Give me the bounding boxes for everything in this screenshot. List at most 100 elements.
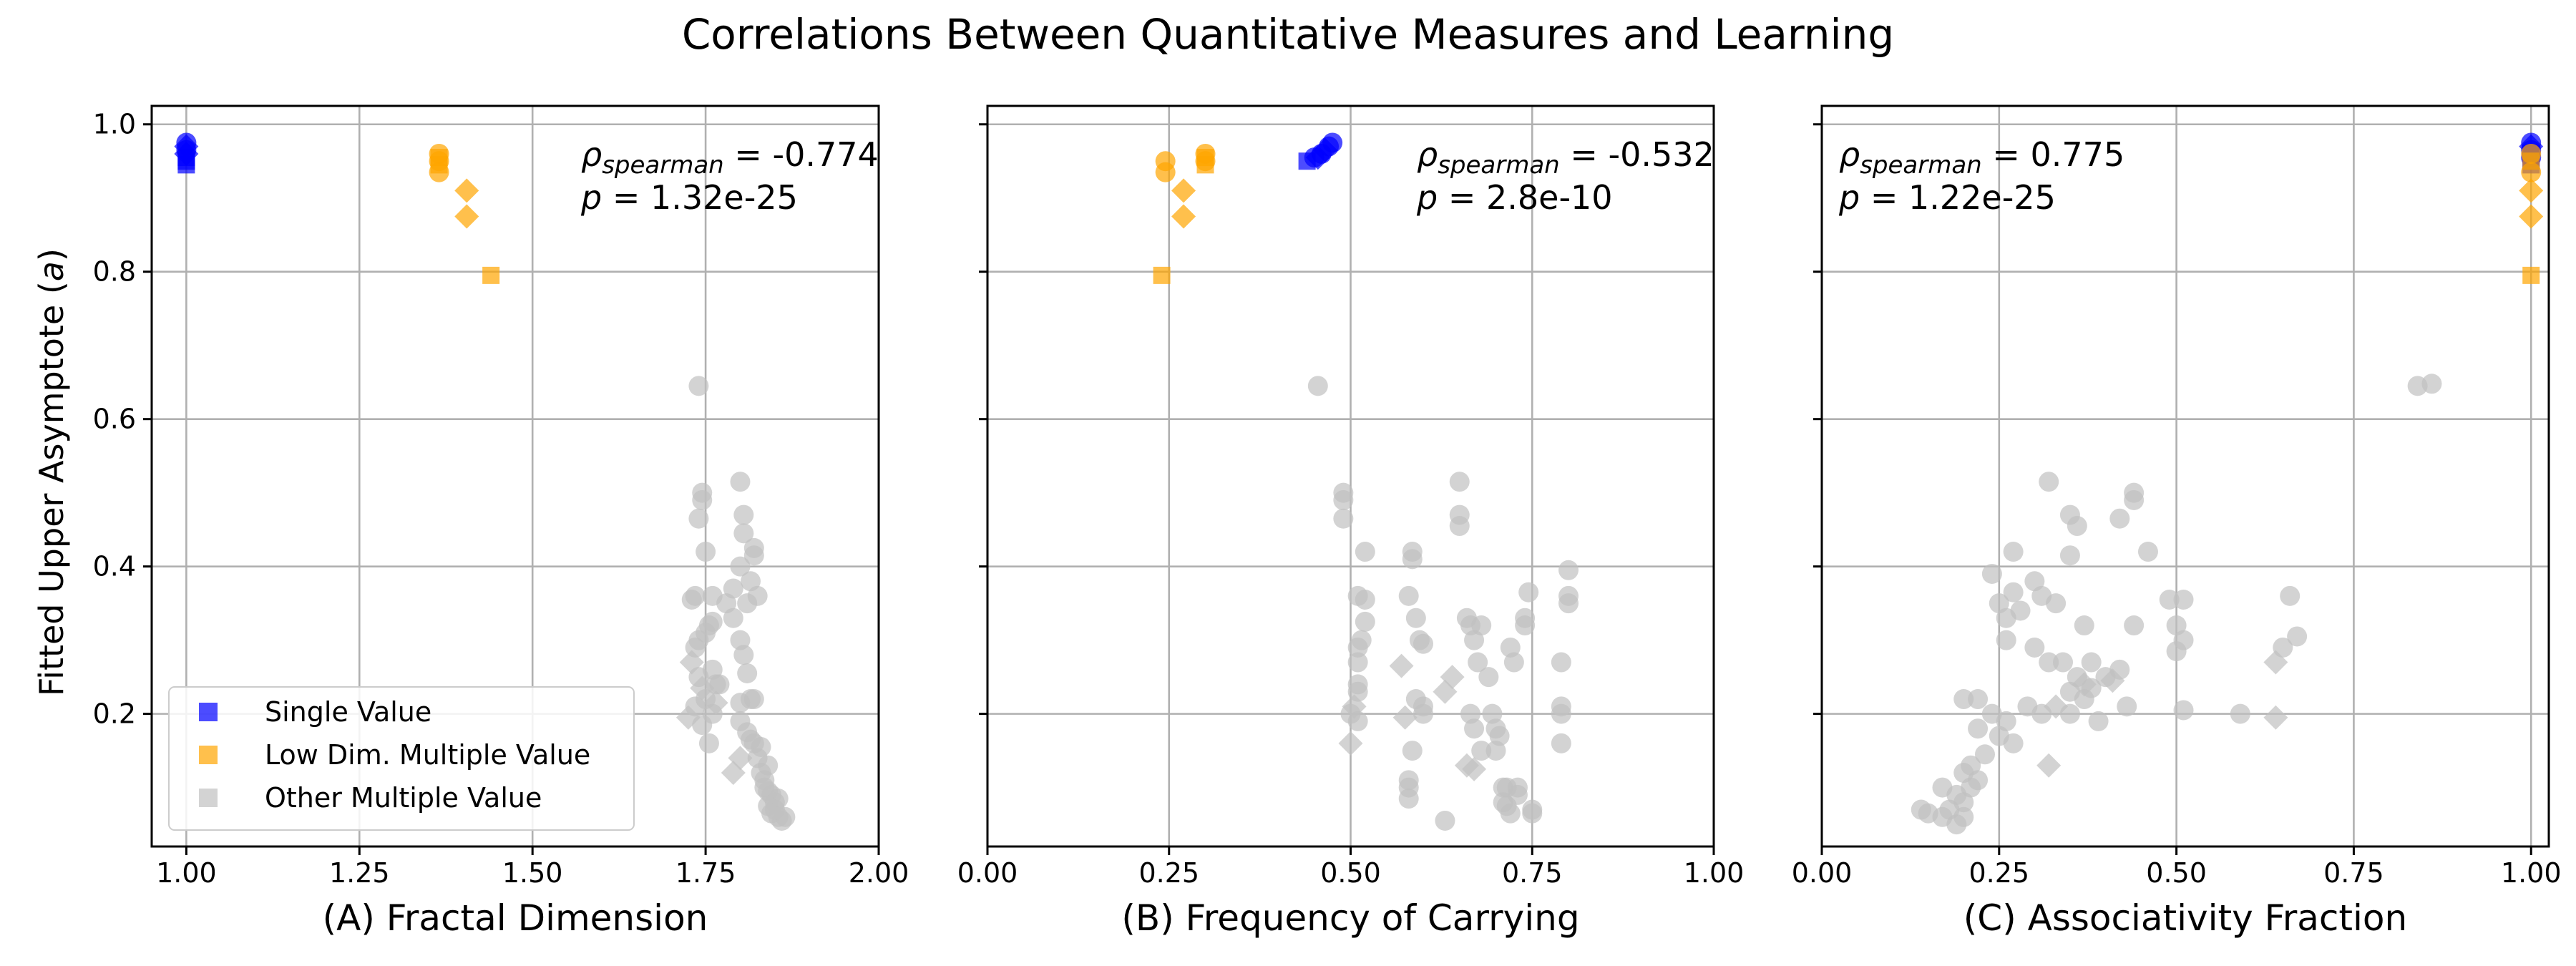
data-point xyxy=(733,523,754,544)
data-point xyxy=(730,472,751,492)
legend-label: Other Multiple Value xyxy=(265,782,542,814)
data-point xyxy=(1551,733,1571,753)
data-point xyxy=(1500,803,1521,824)
data-point xyxy=(2522,266,2540,284)
data-point xyxy=(1347,652,1368,673)
data-point xyxy=(1507,784,1528,805)
x-tick-label: 0.25 xyxy=(1138,857,1199,889)
y-tick-label: 0.2 xyxy=(93,698,136,730)
data-point xyxy=(2273,637,2293,658)
data-point xyxy=(1355,542,1375,562)
data-point xyxy=(2036,753,2062,778)
data-point xyxy=(2003,733,2024,753)
data-point xyxy=(2072,672,2097,697)
panel-c: 0.00 0.25 0.50 0.75 1.00 (C) Associativity Fr… xyxy=(1792,104,2562,939)
data-point xyxy=(2137,542,2158,562)
data-point xyxy=(1968,770,1989,791)
data-point xyxy=(1153,266,1171,284)
spearman-rho-annotation: ρspearman = -0.774 xyxy=(581,135,879,180)
data-point xyxy=(1468,652,1488,673)
data-point xyxy=(1338,731,1363,756)
x-tick-label: 1.75 xyxy=(675,857,736,889)
data-point xyxy=(1558,593,1579,614)
data-point xyxy=(758,755,779,776)
x-tick-label: 0.00 xyxy=(1792,857,1853,889)
data-point xyxy=(2046,593,2067,614)
data-point xyxy=(730,556,751,577)
spearman-rho-annotation: ρspearman = -0.532 xyxy=(1417,135,1714,180)
data-point xyxy=(2059,545,2080,566)
x-tick-label: 0.50 xyxy=(2146,857,2207,889)
x-tick-label: 0.75 xyxy=(2323,857,2384,889)
x-tick-label: 1.25 xyxy=(329,857,390,889)
data-point xyxy=(2287,626,2308,647)
data-point xyxy=(2521,162,2542,182)
legend-marker xyxy=(199,703,218,721)
data-point xyxy=(2124,615,2145,636)
data-point xyxy=(2421,374,2442,394)
data-point xyxy=(681,590,702,610)
data-point xyxy=(2159,590,2180,610)
data-point xyxy=(733,645,754,665)
data-point xyxy=(1322,132,1343,153)
y-tick-label: 0.6 xyxy=(93,404,136,435)
data-point xyxy=(2003,542,2024,562)
data-point xyxy=(1968,689,1989,710)
data-point xyxy=(1449,516,1470,537)
data-point xyxy=(1398,585,1419,606)
data-point xyxy=(2124,489,2145,510)
data-point xyxy=(429,162,449,182)
axes-frame xyxy=(150,104,880,848)
data-point xyxy=(733,504,754,525)
data-point xyxy=(692,489,713,510)
data-point xyxy=(1471,741,1492,761)
figure-title: Correlations Between Quantitative Measur… xyxy=(682,10,1894,59)
x-tick-label: 0.00 xyxy=(957,857,1018,889)
data-point xyxy=(1981,563,2002,584)
data-point xyxy=(1398,789,1419,809)
data-point xyxy=(2088,711,2109,731)
data-point xyxy=(696,542,716,562)
data-point xyxy=(1518,582,1539,602)
data-point xyxy=(1402,741,1423,761)
legend-marker xyxy=(199,746,218,764)
data-point xyxy=(1500,637,1521,658)
data-point xyxy=(2263,705,2288,730)
legend-label: Low Dim. Multiple Value xyxy=(265,739,590,771)
data-point xyxy=(2024,637,2045,658)
data-point xyxy=(1433,679,1458,704)
data-point xyxy=(737,663,758,683)
data-point xyxy=(2031,703,2052,724)
data-point xyxy=(1449,472,1470,492)
data-point xyxy=(703,691,728,716)
x-tick-label: 0.25 xyxy=(1969,857,2030,889)
x-tick-label: 1.00 xyxy=(2501,857,2562,889)
data-point xyxy=(1464,718,1485,739)
data-point xyxy=(1974,744,1995,765)
data-point xyxy=(1485,741,1506,761)
data-point xyxy=(1478,667,1499,688)
data-point xyxy=(454,178,479,203)
data-point xyxy=(1413,703,1433,724)
data-point xyxy=(2039,652,2059,673)
data-point xyxy=(709,674,730,695)
x-tick-label: 2.00 xyxy=(849,857,909,889)
p-value-annotation: p = 1.22e-25 xyxy=(1838,178,2056,217)
data-point xyxy=(1471,615,1492,636)
axes-frame xyxy=(1820,104,2550,848)
x-tick-label: 1.00 xyxy=(1684,857,1745,889)
data-point xyxy=(2519,178,2544,203)
x-axis-label: (B) Frequency of Carrying xyxy=(1121,897,1579,939)
data-point xyxy=(1392,705,1418,730)
data-point xyxy=(1155,162,1176,182)
axes-frame xyxy=(986,104,1715,848)
data-point xyxy=(743,545,764,566)
y-tick-label: 1.0 xyxy=(93,109,136,140)
data-point xyxy=(728,746,753,771)
data-point xyxy=(1333,508,1354,529)
data-point xyxy=(2519,204,2544,229)
data-point xyxy=(1462,756,1487,781)
data-point xyxy=(698,733,719,753)
data-point xyxy=(454,204,479,229)
